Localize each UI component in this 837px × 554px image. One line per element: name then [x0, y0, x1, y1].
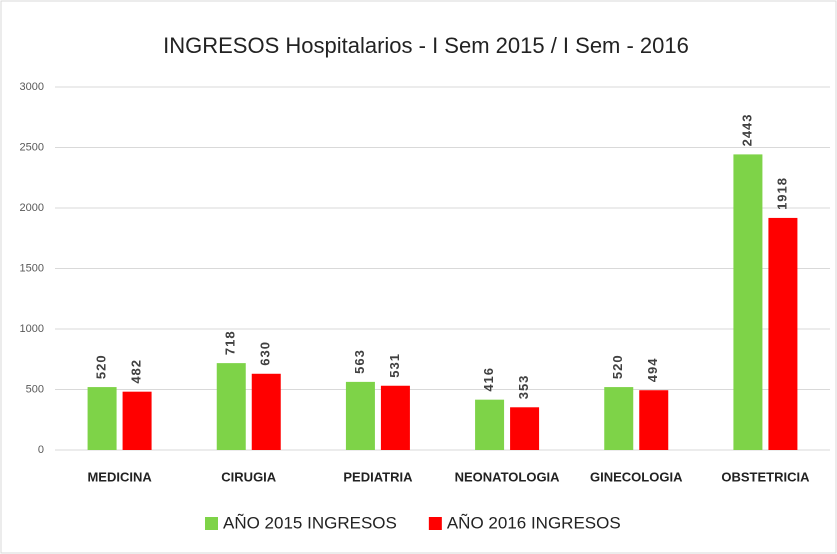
value-label: 520	[610, 354, 625, 379]
bar	[216, 363, 246, 450]
y-tick-label: 1000	[20, 323, 44, 335]
bar	[733, 154, 763, 450]
bar	[87, 387, 117, 450]
legend-swatch	[428, 517, 442, 530]
bar	[604, 387, 634, 450]
y-tick-label: 2000	[20, 202, 44, 214]
x-tick-label: CIRUGIA	[221, 469, 277, 484]
bar	[475, 399, 505, 450]
bar	[345, 381, 375, 450]
y-tick-label: 1500	[20, 262, 44, 274]
value-label: 482	[129, 359, 144, 384]
y-tick-label: 0	[38, 444, 44, 456]
value-label: 1918	[774, 177, 789, 210]
value-label: 563	[352, 349, 367, 374]
x-tick-label: NEONATOLOGIA	[455, 469, 561, 484]
value-label: 531	[387, 353, 402, 378]
y-tick-label: 500	[26, 383, 44, 395]
chart-title: INGRESOS Hospitalarios - I Sem 2015 / I …	[163, 33, 689, 58]
value-label: 353	[516, 375, 531, 400]
x-tick-label: PEDIATRIA	[343, 469, 413, 484]
y-tick-label: 3000	[20, 81, 44, 93]
bar	[251, 373, 281, 450]
value-label: 520	[94, 354, 109, 379]
value-label: 718	[223, 330, 238, 355]
value-label: 494	[645, 358, 660, 383]
legend-label: AÑO 2016 INGRESOS	[447, 513, 621, 532]
x-tick-label: GINECOLOGIA	[590, 469, 683, 484]
bar	[380, 385, 410, 450]
x-tick-label: OBSTETRICIA	[721, 469, 810, 484]
bar	[768, 217, 798, 450]
bar	[510, 407, 540, 450]
legend-label: AÑO 2015 INGRESOS	[223, 513, 397, 532]
bar	[122, 391, 152, 450]
bar	[639, 390, 669, 450]
value-label: 630	[258, 341, 273, 366]
value-label: 416	[481, 367, 496, 392]
x-tick-label: MEDICINA	[87, 469, 152, 484]
value-label: 2443	[739, 113, 754, 146]
legend-swatch	[205, 517, 218, 530]
y-tick-label: 2500	[20, 141, 44, 153]
